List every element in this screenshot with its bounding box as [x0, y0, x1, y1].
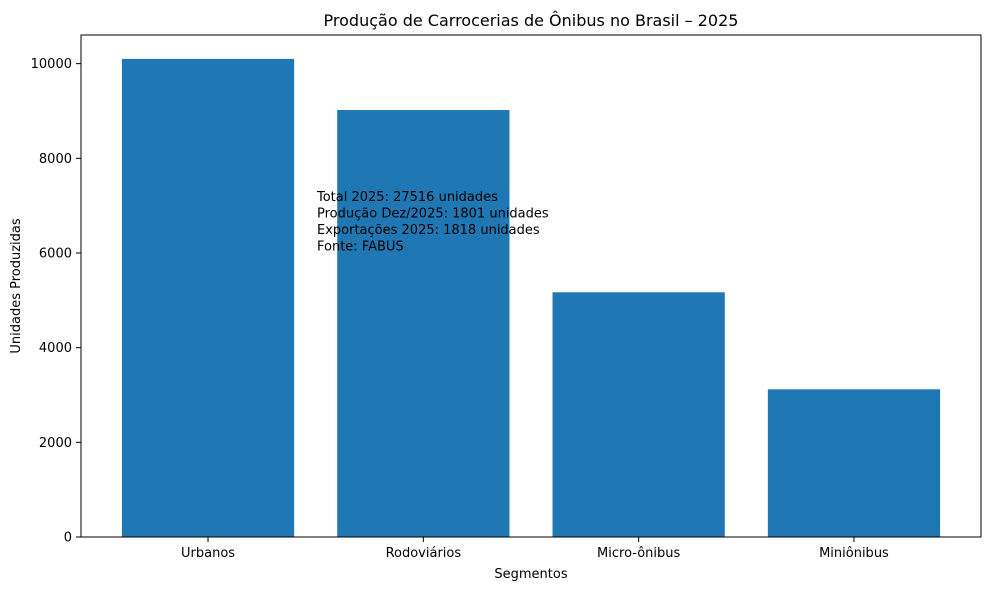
- x-axis: Urbanos Rodoviários Micro-ônibus Miniônibus: [181, 537, 889, 561]
- annotation-line: Produção Dez/2025: 1801 unidades: [317, 207, 549, 222]
- bar-rodovi-rios: [337, 110, 510, 537]
- bars-layer: [121, 58, 941, 538]
- y-tick-label: 2000: [39, 436, 72, 451]
- x-tick-label: Rodoviários: [386, 546, 462, 561]
- y-tick-label: 4000: [39, 341, 72, 356]
- annotation-line: Total 2025: 27516 unidades: [316, 190, 498, 205]
- bar-mini-nibus: [767, 389, 941, 537]
- y-tick-label: 6000: [39, 246, 72, 261]
- bar-urbanos: [121, 58, 295, 538]
- y-tick-label: 10000: [31, 57, 72, 72]
- x-tick-label: Micro-ônibus: [597, 546, 680, 561]
- y-tick-label: 0: [64, 531, 72, 546]
- y-tick-label: 8000: [39, 152, 72, 167]
- y-axis: 0 2000 4000 6000 8000 10000: [31, 57, 81, 546]
- x-tick-label: Urbanos: [181, 546, 235, 561]
- x-tick-label: Miniônibus: [819, 546, 889, 561]
- plot-frame: [80, 34, 982, 538]
- annotation-line: Fonte: FABUS: [317, 240, 404, 255]
- x-axis-label: Segmentos: [494, 567, 567, 582]
- annotation-line: Exportações 2025: 1818 unidades: [317, 223, 540, 238]
- bar-micro-nibus: [552, 292, 725, 537]
- y-axis-label: Unidades Produzidas: [9, 218, 24, 354]
- annotation-text-block: Total 2025: 27516 unidades Produção Dez/2…: [316, 190, 549, 255]
- chart-title: Produção de Carrocerias de Ônibus no Bra…: [324, 11, 739, 30]
